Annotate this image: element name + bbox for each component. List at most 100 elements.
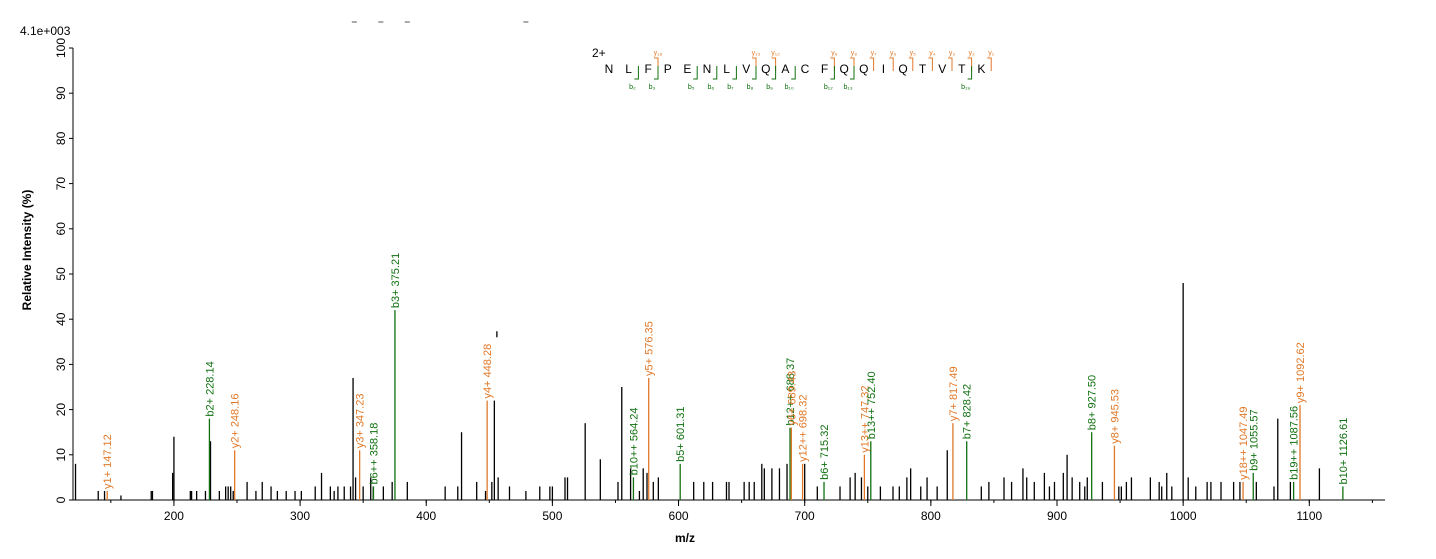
residue: V xyxy=(742,62,750,76)
max-intensity-label: 4.1e+003 xyxy=(20,24,71,38)
residue: C xyxy=(801,62,810,76)
peak-label: y3+ 347.23 xyxy=(355,394,367,449)
b-cleavage-mark xyxy=(732,66,737,80)
x-tick-label: 200 xyxy=(164,509,184,523)
y-ion-label: y₂ xyxy=(968,50,975,57)
peak-label: b9+ 1055.57 xyxy=(1248,409,1260,470)
y-ion-label: y₁₃ xyxy=(752,50,761,57)
y-ion-label: y₃ xyxy=(949,50,956,57)
x-tick-label: 400 xyxy=(416,509,436,523)
b-cleavage-mark xyxy=(693,66,698,80)
b-ion-label: b₁₃ xyxy=(843,84,852,91)
peak-label: b7+ 828.42 xyxy=(962,384,974,439)
y-ion-label: y₅ xyxy=(910,50,917,57)
peak-label: y1+ 147.12 xyxy=(102,434,114,489)
x-tick-label: 500 xyxy=(542,509,562,523)
y-tick-label: 90 xyxy=(54,86,68,100)
x-tick-label: 700 xyxy=(795,509,815,523)
b-ion-label: b₂ xyxy=(629,84,636,91)
residue: F xyxy=(645,62,652,76)
b-ion-label: b₈ xyxy=(747,84,754,91)
y-cleavage-mark xyxy=(752,57,757,71)
y-cleavage-mark xyxy=(967,57,973,71)
peak-label: b19++ 1087.56 xyxy=(1289,406,1301,480)
residue: V xyxy=(938,62,946,76)
peak-label: y12++ 698.32 xyxy=(798,395,810,462)
y-cleavage-mark xyxy=(948,57,953,71)
residue: L xyxy=(723,62,730,76)
x-tick-label: 1100 xyxy=(1296,509,1322,523)
peak-label: b2+ 228.14 xyxy=(204,361,216,416)
y-ion-label: y₆ xyxy=(890,50,897,57)
peak-label: b6+ 715.32 xyxy=(819,425,831,480)
y-ion-label: y₇ xyxy=(871,50,878,57)
b-cleavage-mark xyxy=(850,66,855,80)
y-tick-label: 40 xyxy=(54,312,68,326)
y-tick-label: 100 xyxy=(54,38,68,58)
peak-label: b5+ 601.31 xyxy=(675,406,687,461)
residue: N xyxy=(703,62,712,76)
peak-label: b8+ 927.50 xyxy=(1087,375,1099,430)
x-tick-label: 600 xyxy=(669,509,689,523)
y-tick-label: 20 xyxy=(54,403,68,417)
precursor-charge: 2+ xyxy=(592,46,606,60)
y-cleavage-mark xyxy=(908,57,914,71)
y-tick-label: 0 xyxy=(54,496,68,503)
b-ion-label: b₉ xyxy=(766,84,773,91)
b-ion-label: b₇ xyxy=(727,84,734,91)
peak-label: b10++ 564.24 xyxy=(628,407,640,475)
y-tick-label: 80 xyxy=(54,131,68,145)
y-cleavage-mark xyxy=(928,57,933,71)
peak-label: b13++ 752.40 xyxy=(866,371,878,439)
b-ion-label: b₁₉ xyxy=(961,84,970,91)
residue: F xyxy=(821,62,828,76)
residue: Q xyxy=(898,62,907,76)
b-ion-label: b₁₂ xyxy=(824,84,833,91)
residue: Q xyxy=(859,62,868,76)
residue: L xyxy=(625,62,632,76)
y-tick-label: 10 xyxy=(54,448,68,462)
y-ion-label: y₁ xyxy=(988,50,995,57)
residue: E xyxy=(683,62,691,76)
y-cleavage-mark xyxy=(771,57,777,71)
residue: P xyxy=(664,62,672,76)
peak-label: y2+ 248.16 xyxy=(230,394,242,449)
residue: K xyxy=(977,62,985,76)
y-cleavage-mark xyxy=(869,57,875,71)
b-ion-label: b₁₀ xyxy=(785,84,794,91)
residue: Q xyxy=(840,62,849,76)
residue: I xyxy=(882,62,885,76)
peak-label: y5+ 576.35 xyxy=(644,321,656,376)
x-tick-label: 900 xyxy=(1047,509,1067,523)
b-cleavage-mark xyxy=(752,66,757,80)
peak-label: b12++ 688.37 xyxy=(785,358,797,426)
b-cleavage-mark xyxy=(712,66,718,80)
peak-label: b6++ 358.18 xyxy=(368,423,380,485)
b-cleavage-mark xyxy=(654,66,659,80)
peak-label: b3+ 375.21 xyxy=(390,253,402,308)
peak-label: y6+ 689.43 xyxy=(786,371,798,426)
peak-label: y7+ 817.49 xyxy=(948,366,960,421)
peak-label: y13++ 747.32 xyxy=(859,386,871,453)
y-tick-label: 50 xyxy=(54,267,68,281)
y-ion-label: y₉ xyxy=(831,50,838,57)
y-cleavage-mark xyxy=(850,57,855,71)
b-cleavage-mark xyxy=(771,66,777,80)
axes: 0 10 20 30 40 50 60 70 80 90 100 200 300 400 500 600 700… xyxy=(54,38,1385,523)
peak-label: y4+ 448.28 xyxy=(482,344,494,399)
residue: T xyxy=(919,62,927,76)
b-ion-label: b₆ xyxy=(707,84,714,91)
y-cleavage-mark xyxy=(830,57,835,71)
residue: N xyxy=(605,62,614,76)
y-cleavage-mark xyxy=(987,57,992,71)
peaks: y1+ 147.12 b2+ 228.14 y2+ 248.16 y3+ 347.23… xyxy=(74,21,1350,500)
y-ion-label: y₁₂ xyxy=(771,50,780,57)
y-axis-title: Relative Intensity (%) xyxy=(20,190,34,311)
y-ion-label: y₁₈ xyxy=(654,50,663,57)
peak-label: y8+ 945.53 xyxy=(1109,389,1121,444)
b-cleavage-mark xyxy=(967,66,973,80)
y-cleavage-mark xyxy=(889,57,894,71)
b-cleavage-mark xyxy=(830,66,835,80)
